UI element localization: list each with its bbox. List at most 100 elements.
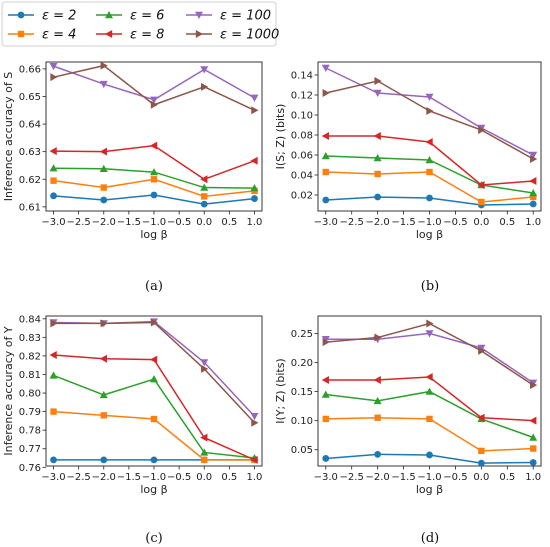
y-tick-label: 0.78 <box>19 426 41 437</box>
data-point <box>100 61 108 70</box>
data-point <box>373 154 382 162</box>
data-point <box>50 177 57 184</box>
data-point <box>321 152 330 160</box>
legend-entry: ε = 1000 <box>186 28 279 43</box>
data-point <box>201 193 208 200</box>
data-point <box>99 354 107 363</box>
x-tick-label: 0.0 <box>473 472 489 483</box>
panel-caption: (d) <box>421 531 439 546</box>
data-point <box>374 450 382 458</box>
legend-marker <box>17 30 25 38</box>
x-tick-label: 0.0 <box>196 472 212 483</box>
x-tick-label: −2.0 <box>92 217 116 228</box>
y-tick-label: 0.62 <box>19 175 41 186</box>
data-point <box>425 373 433 382</box>
data-point <box>201 82 209 91</box>
data-point <box>425 156 434 164</box>
x-tick-label: −0.5 <box>443 217 467 228</box>
x-tick-label: 1.0 <box>525 472 541 483</box>
data-point <box>530 445 537 452</box>
data-point <box>425 387 434 395</box>
series-line <box>325 416 534 452</box>
data-point <box>478 447 485 455</box>
data-point <box>529 200 537 208</box>
series <box>50 191 258 208</box>
legend-entry: ε = 2 <box>8 9 76 24</box>
y-tick-label: 0.79 <box>19 407 41 418</box>
panel-caption: (c) <box>145 531 162 546</box>
x-axis-label: log β <box>140 228 167 241</box>
data-point <box>374 77 382 85</box>
data-point <box>478 346 486 355</box>
data-point <box>250 413 259 421</box>
x-tick-label: 0.5 <box>499 472 515 483</box>
series <box>49 62 259 104</box>
legend-marker <box>195 11 203 19</box>
data-point <box>201 456 208 464</box>
legend-marker <box>195 30 203 38</box>
y-tick-label: 0.20 <box>291 358 313 369</box>
x-tick-label: 0.5 <box>499 217 515 228</box>
y-axis-label: I(S; Z) (bits) <box>274 104 287 170</box>
data-point <box>529 416 537 425</box>
legend-marker <box>17 11 25 19</box>
x-tick-label: −3.0 <box>41 472 65 483</box>
data-point <box>530 155 538 163</box>
series-line <box>53 354 255 461</box>
x-tick-label: −2.0 <box>365 217 389 228</box>
legend-label: ε = 8 <box>130 28 164 43</box>
x-tick-label: −1.0 <box>142 472 166 483</box>
panel-b: −3.0 −2.5 −2.0 −1.5 −1.0 −0.5 0.0 0.5 1.0 0.02 0.0… <box>274 61 542 294</box>
data-point <box>100 319 108 328</box>
data-point <box>373 396 382 405</box>
x-tick-label: −2.5 <box>67 472 91 483</box>
series <box>49 141 258 184</box>
data-point <box>426 451 433 459</box>
y-tick-label: 0.83 <box>19 333 41 344</box>
data-point <box>426 319 434 328</box>
data-point <box>321 336 330 344</box>
data-point <box>529 177 537 185</box>
data-point <box>250 94 259 102</box>
x-tick-label: −1.5 <box>117 472 141 483</box>
y-tick-label: 0.08 <box>291 131 313 142</box>
data-point <box>99 164 108 172</box>
y-tick-label: 0.63 <box>19 147 41 158</box>
data-point <box>50 408 57 415</box>
series <box>49 350 258 464</box>
data-point <box>373 375 381 384</box>
y-tick-label: 0.80 <box>19 389 41 400</box>
x-axis-label: log β <box>416 483 443 496</box>
panel-caption: (a) <box>145 279 163 294</box>
y-tick-label: 0.61 <box>19 202 41 213</box>
x-tick-label: −1.0 <box>142 217 166 228</box>
data-point <box>322 168 329 176</box>
series <box>321 132 537 189</box>
series <box>49 318 259 421</box>
data-point <box>529 433 538 441</box>
data-point <box>426 415 433 423</box>
data-point <box>100 412 107 419</box>
data-point <box>374 333 382 342</box>
data-point <box>478 126 486 134</box>
data-point <box>150 100 158 109</box>
data-point <box>322 338 330 347</box>
data-point <box>321 132 329 140</box>
series <box>50 318 259 427</box>
series <box>50 61 259 115</box>
data-point <box>49 62 58 71</box>
data-point <box>49 371 58 379</box>
data-point <box>49 350 57 359</box>
x-tick-label: 0.5 <box>221 472 237 483</box>
x-tick-label: −3.0 <box>314 472 338 483</box>
data-point <box>529 189 538 197</box>
data-point <box>373 132 381 140</box>
y-tick-label: 0.02 <box>291 191 313 202</box>
x-tick-label: −1.5 <box>391 472 415 483</box>
data-point <box>100 184 107 191</box>
data-point <box>426 168 433 176</box>
x-axis-label: log β <box>416 228 443 241</box>
data-point <box>477 413 485 422</box>
legend: ε = 2 ε = 4 ε = 6 ε = 8 ε = 100 ε = 1000 <box>1 1 279 47</box>
